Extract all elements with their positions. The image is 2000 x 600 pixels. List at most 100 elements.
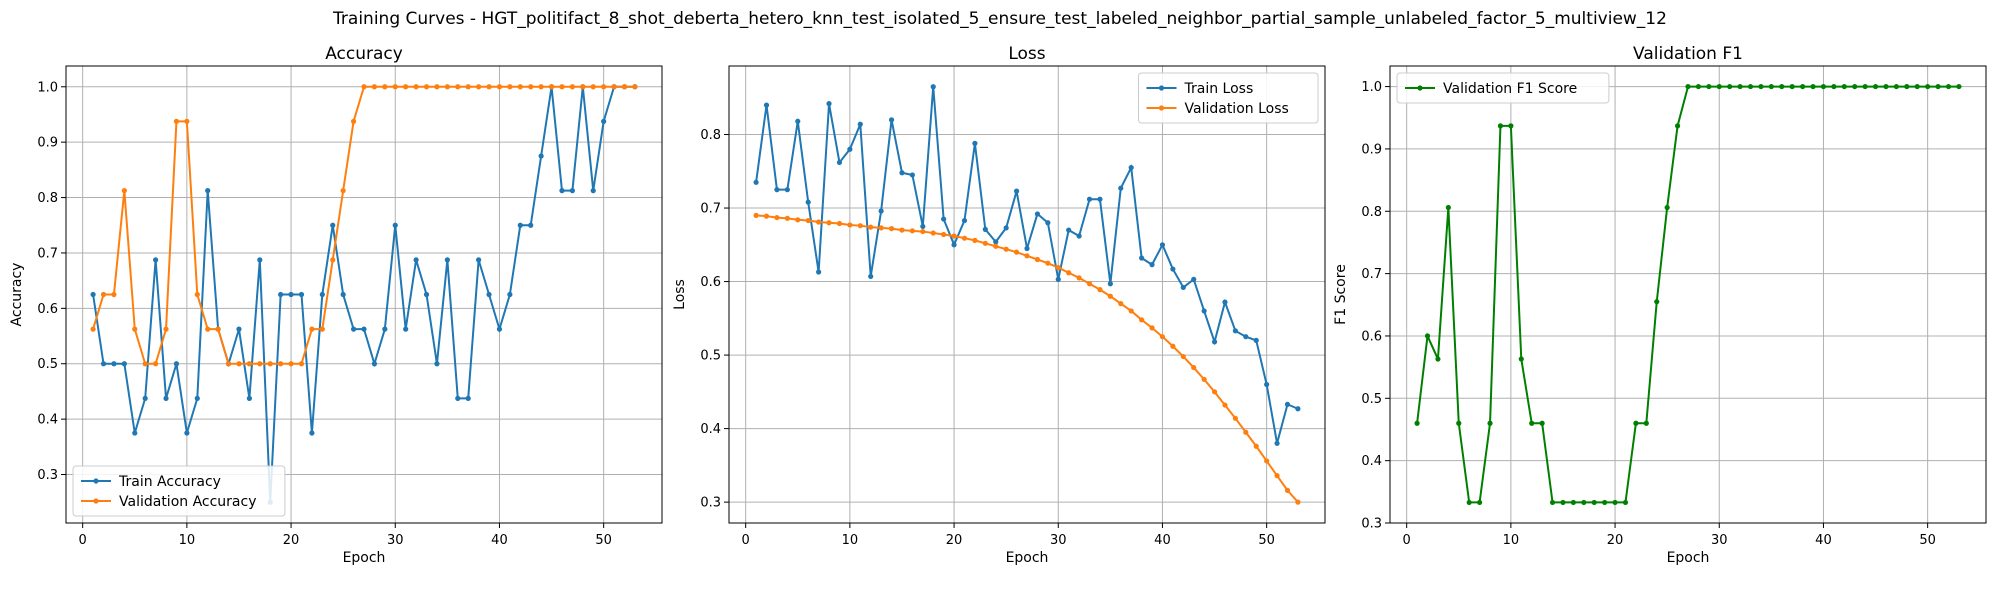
data-point [330, 222, 336, 228]
data-point [1086, 281, 1093, 287]
data-point [434, 361, 440, 367]
data-point [805, 217, 811, 224]
data-point [153, 257, 159, 263]
data-point [774, 214, 780, 221]
series-1 [90, 84, 638, 505]
data-point [847, 222, 853, 228]
data-point [559, 84, 565, 90]
data-point [941, 231, 947, 238]
y-tick-label: 0.6 [700, 275, 721, 290]
data-point [455, 395, 461, 401]
data-point [1118, 301, 1124, 307]
data-point [1295, 406, 1301, 412]
x-tick-label: 20 [1607, 533, 1624, 548]
data-point [194, 395, 200, 401]
y-axis-label: Loss [672, 279, 688, 310]
data-point [1549, 499, 1556, 506]
data-point [888, 226, 895, 232]
data-point [1253, 337, 1259, 343]
data-point [1633, 420, 1639, 426]
axes-frame [65, 65, 663, 524]
data-point [1518, 356, 1524, 362]
data-point [1581, 499, 1587, 506]
data-point [569, 188, 575, 194]
data-point [1477, 499, 1483, 506]
data-point [1139, 255, 1145, 261]
data-point [753, 212, 759, 218]
y-tick-label: 0.9 [1361, 142, 1382, 157]
data-point [1003, 246, 1009, 252]
data-point [1128, 308, 1134, 314]
data-point [309, 430, 315, 436]
data-point [1180, 353, 1186, 360]
y-tick-label: 0.5 [700, 349, 721, 364]
data-point [288, 291, 294, 298]
data-point [1170, 343, 1176, 349]
axes-frame [728, 65, 1326, 524]
data-point [257, 257, 263, 263]
data-point [142, 395, 148, 401]
data-point [930, 230, 936, 236]
data-point [868, 273, 874, 280]
legend: Train Accuracy Validation Accuracy [72, 465, 286, 517]
data-point [1529, 420, 1535, 426]
data-point [298, 291, 305, 298]
legend-label: Validation Accuracy [119, 494, 257, 510]
data-point [774, 187, 780, 193]
data-point [1956, 83, 1962, 90]
data-point [826, 101, 832, 107]
data-point [184, 118, 190, 124]
data-point [517, 222, 523, 228]
chart-title: Accuracy [325, 44, 403, 64]
data-point [1284, 487, 1291, 493]
data-point [590, 84, 596, 90]
data-point [1076, 233, 1082, 239]
data-point [423, 291, 430, 298]
data-point [1201, 376, 1207, 382]
data-point [909, 172, 915, 178]
legend-box [1138, 72, 1319, 124]
x-tick-label: 40 [1154, 533, 1171, 548]
data-point [205, 326, 211, 332]
data-point [920, 223, 926, 230]
figure-title: Training Curves - HGT_politifact_8_shot_… [333, 9, 1667, 29]
data-point [413, 257, 419, 263]
series-line [92, 85, 635, 365]
legend-marker [93, 478, 99, 484]
y-tick-label: 1.0 [1361, 80, 1382, 95]
y-axis-label: F1 Score [1333, 264, 1349, 325]
data-point [496, 326, 503, 332]
data-point [507, 84, 513, 90]
x-axis-label: Epoch [343, 550, 386, 566]
legend-box [1396, 72, 1610, 104]
y-tick-label: 0.8 [1361, 205, 1382, 220]
data-point [1243, 334, 1249, 340]
axes-frame [1389, 65, 1987, 524]
data-point [111, 361, 117, 367]
data-point [100, 291, 107, 298]
data-point [1737, 83, 1743, 90]
y-tick-label: 0.9 [37, 136, 58, 151]
data-point [246, 361, 252, 367]
data-point [1139, 317, 1145, 323]
data-point [632, 84, 638, 90]
data-point [621, 84, 628, 90]
data-point [1097, 287, 1103, 293]
data-point [1264, 381, 1270, 388]
x-tick-label: 50 [1258, 533, 1275, 548]
data-point [1654, 299, 1660, 305]
data-point [163, 395, 169, 401]
y-tick-label: 1.0 [37, 80, 58, 95]
data-point [236, 326, 242, 332]
data-point [382, 84, 388, 90]
data-point [1211, 339, 1218, 345]
x-tick-label: 30 [1711, 533, 1728, 548]
data-point [982, 226, 988, 232]
y-tick-label: 0.6 [1361, 329, 1382, 344]
data-point [528, 84, 534, 90]
data-point [1118, 185, 1124, 191]
data-point [795, 217, 801, 223]
x-axis-label: Epoch [1667, 550, 1710, 566]
data-point [434, 84, 440, 90]
